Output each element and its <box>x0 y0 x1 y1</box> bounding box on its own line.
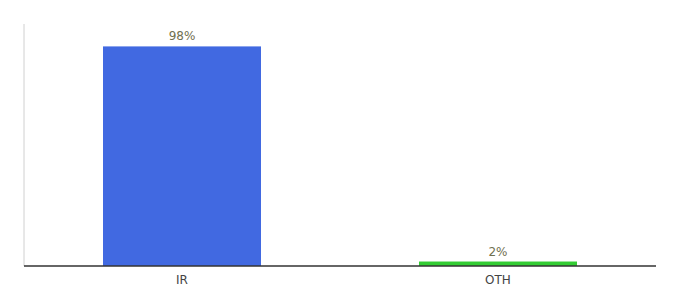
chart-svg: IR OTH 98% 2% <box>0 0 680 300</box>
chart-container: IR OTH 98% 2% <box>0 0 680 300</box>
data-label: 2% <box>488 245 507 259</box>
x-tick-labels: IR OTH <box>176 273 511 287</box>
x-tick-label: OTH <box>485 273 511 287</box>
bar <box>103 46 261 266</box>
x-tick-label: IR <box>176 273 188 287</box>
data-label: 98% <box>169 29 196 43</box>
bars <box>103 46 577 266</box>
x-axis-line <box>24 265 656 267</box>
y-axis-line <box>24 24 25 266</box>
data-labels: 98% 2% <box>169 29 508 258</box>
